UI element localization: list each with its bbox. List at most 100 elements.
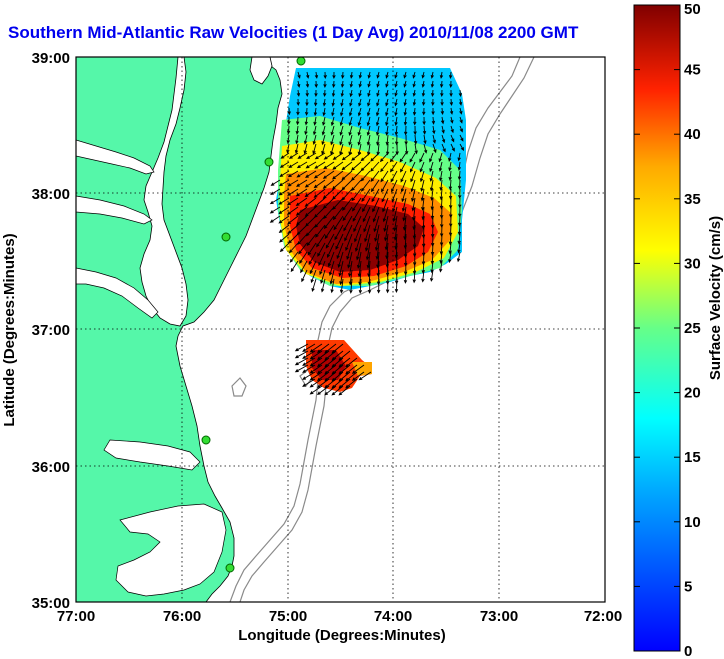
velocity-arrow [394, 125, 399, 136]
x-tick-label: 77:00 [57, 608, 95, 625]
velocity-arrow [343, 215, 353, 232]
velocity-arrow [349, 98, 353, 107]
radar-station-marker[interactable] [296, 57, 306, 66]
velocity-arrow [364, 233, 371, 252]
velocity-arrow [339, 125, 344, 136]
velocity-arrow [449, 80, 453, 89]
velocity-arrow [385, 107, 389, 117]
y-axis: 39:00 38:00 37:00 36:00 35:00 Latitude (… [1, 50, 70, 612]
velocity-arrow [320, 278, 326, 293]
velocity-arrow [411, 188, 416, 203]
velocity-arrow [385, 134, 389, 146]
velocity-arrow [305, 89, 309, 98]
velocity-arrow [323, 89, 327, 98]
velocity-arrow [448, 179, 453, 191]
velocity-arrow [394, 98, 398, 107]
rappahannock-river [76, 195, 153, 225]
velocity-arrow [313, 98, 318, 107]
velocity-arrow [352, 197, 362, 212]
radar-station-marker[interactable] [221, 232, 231, 242]
velocity-arrow [335, 233, 344, 250]
velocity-arrow [295, 188, 308, 197]
velocity-arrow [304, 179, 317, 188]
velocity-arrow [358, 89, 362, 98]
velocity-arrow [339, 143, 344, 156]
velocity-arrow [295, 125, 299, 135]
velocity-arrow [314, 161, 326, 169]
velocity-arrow [432, 143, 437, 154]
velocity-arrow [441, 125, 445, 134]
velocity-arrow [304, 206, 317, 217]
velocity-arrow [360, 170, 371, 182]
velocity-arrow [270, 188, 281, 195]
velocity-arrow [348, 116, 353, 127]
velocity-arrow [322, 179, 335, 189]
velocity-arrow [459, 107, 463, 115]
radar-station-marker[interactable] [201, 435, 211, 445]
velocity-arrow [439, 71, 444, 79]
velocity-arrow [429, 170, 434, 182]
velocity-arrow [450, 143, 455, 152]
velocity-arrow [411, 197, 416, 212]
velocity-arrow [354, 224, 362, 243]
velocity-arrow [405, 143, 409, 155]
velocity-arrow [366, 116, 371, 127]
velocity-arrow [394, 107, 398, 117]
velocity-arrow [330, 116, 335, 127]
velocity-arrow [367, 89, 371, 98]
current-vectors [269, 71, 465, 396]
velocity-arrow [356, 242, 362, 261]
velocity-arrow [330, 125, 335, 136]
velocity-arrow [421, 89, 426, 97]
velocity-arrow [322, 116, 326, 126]
y-tick-label: 37:00 [32, 322, 70, 339]
radar-stations[interactable] [201, 57, 306, 573]
radar-station-marker[interactable] [264, 157, 274, 167]
velocity-arrow [270, 179, 281, 186]
velocity-arrow [382, 206, 389, 223]
velocity-arrow [457, 215, 462, 227]
velocity-arrow [302, 364, 316, 373]
velocity-arrow [440, 89, 444, 98]
velocity-arrow [315, 224, 326, 238]
velocity-arrow [390, 170, 398, 183]
velocity-arrow [403, 71, 407, 79]
velocity-arrow [419, 170, 425, 183]
velocity-arrow [326, 242, 335, 259]
pamlico-sound [115, 503, 227, 597]
velocity-arrow [279, 161, 290, 168]
colorbar-tick-label: 15 [684, 449, 701, 466]
velocity-arrow [450, 116, 454, 124]
velocity-arrow [309, 385, 323, 395]
velocity-arrow [422, 107, 426, 116]
velocity-arrow [349, 80, 354, 88]
velocity-arrow [336, 242, 344, 260]
velocity-arrow [358, 371, 372, 381]
velocity-arrow [381, 179, 389, 193]
potomac-river [76, 139, 155, 175]
velocity-arrow [412, 269, 416, 284]
velocity-arrow [403, 125, 408, 136]
velocity-arrow [410, 179, 416, 193]
colorbar-tick-label: 45 [684, 62, 701, 79]
velocity-arrow [403, 116, 408, 126]
radar-station-marker[interactable] [225, 563, 235, 573]
velocity-arrow [340, 107, 344, 117]
velocity-arrow [322, 98, 327, 107]
velocity-arrow [457, 152, 461, 162]
velocity-arrow [345, 233, 353, 252]
velocity-arrow [278, 224, 290, 234]
delaware-bay [249, 57, 273, 85]
velocity-arrow [309, 364, 323, 374]
velocity-arrow [379, 152, 389, 163]
velocity-arrow [419, 152, 425, 163]
velocity-arrow [330, 134, 335, 146]
velocity-arrow [448, 188, 453, 200]
velocity-arrow [305, 152, 317, 160]
velocity-arrow [316, 385, 330, 396]
velocity-arrow [457, 224, 462, 236]
velocity-arrow [302, 343, 316, 352]
velocity-arrow [367, 71, 371, 79]
velocity-arrow [351, 179, 362, 192]
